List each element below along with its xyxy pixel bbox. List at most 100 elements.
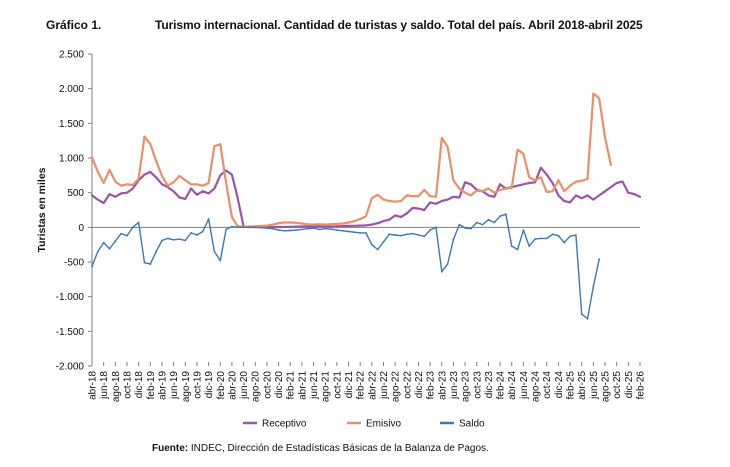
data-point-saldo bbox=[231, 225, 233, 228]
data-point-saldo bbox=[423, 235, 426, 238]
data-point-saldo bbox=[370, 243, 373, 246]
data-point-emisivo bbox=[283, 221, 286, 224]
data-point-receptivo bbox=[341, 225, 344, 228]
data-point-saldo bbox=[505, 213, 507, 216]
data-point-saldo bbox=[516, 248, 519, 251]
data-point-saldo bbox=[458, 223, 461, 226]
data-point-receptivo bbox=[155, 176, 158, 179]
data-point-saldo bbox=[166, 237, 169, 240]
data-point-receptivo bbox=[423, 209, 426, 211]
data-point-saldo bbox=[201, 230, 204, 233]
data-point-emisivo bbox=[417, 195, 420, 198]
x-tick-label: feb-24 bbox=[496, 371, 507, 400]
x-tick-label: oct-23 bbox=[472, 371, 483, 399]
x-tick-label: abr-21 bbox=[297, 371, 308, 400]
x-tick-label: ago-22 bbox=[391, 371, 402, 403]
data-point-emisivo bbox=[487, 187, 490, 190]
data-point-saldo bbox=[196, 234, 198, 236]
y-tick-label: -2.000 bbox=[56, 362, 85, 373]
y-axis-label: Turistas en miles bbox=[36, 167, 48, 252]
data-point-receptivo bbox=[336, 225, 338, 228]
data-point-saldo bbox=[563, 241, 566, 244]
data-point-saldo bbox=[540, 237, 542, 240]
data-point-receptivo bbox=[96, 198, 99, 201]
x-tick-label: ago-24 bbox=[531, 371, 542, 403]
data-point-receptivo bbox=[120, 192, 122, 195]
data-point-saldo bbox=[545, 237, 548, 240]
data-point-emisivo bbox=[295, 221, 297, 224]
data-point-saldo bbox=[388, 233, 391, 236]
data-point-saldo bbox=[120, 232, 122, 235]
data-point-emisivo bbox=[452, 179, 455, 182]
data-point-saldo bbox=[470, 227, 472, 230]
data-point-receptivo bbox=[347, 225, 350, 227]
data-point-emisivo bbox=[341, 222, 344, 225]
data-point-saldo bbox=[271, 227, 274, 230]
data-point-emisivo bbox=[464, 191, 466, 194]
data-point-emisivo bbox=[528, 176, 531, 179]
data-point-receptivo bbox=[283, 226, 286, 228]
x-tick-label: oct-24 bbox=[542, 371, 553, 399]
data-point-saldo bbox=[219, 259, 222, 262]
data-point-emisivo bbox=[96, 171, 99, 173]
data-point-receptivo bbox=[621, 180, 624, 183]
data-point-emisivo bbox=[499, 189, 501, 191]
data-point-emisivo bbox=[126, 183, 128, 186]
source-text: INDEC, Dirección de Estadísticas Básicas… bbox=[190, 443, 489, 454]
data-point-emisivo bbox=[353, 220, 356, 223]
x-tick-label: dic-22 bbox=[414, 371, 425, 399]
data-point-emisivo bbox=[137, 177, 140, 180]
data-point-saldo bbox=[242, 226, 245, 229]
data-point-emisivo bbox=[184, 179, 187, 182]
data-point-emisivo bbox=[580, 180, 583, 182]
data-point-emisivo bbox=[166, 184, 169, 187]
data-point-saldo bbox=[149, 263, 152, 265]
data-point-saldo bbox=[446, 263, 449, 265]
data-point-saldo bbox=[248, 226, 251, 229]
data-point-saldo bbox=[586, 318, 589, 320]
data-point-saldo bbox=[289, 229, 292, 232]
data-point-receptivo bbox=[172, 190, 175, 193]
data-point-emisivo bbox=[120, 184, 122, 187]
x-tick-label: jun-25 bbox=[589, 371, 600, 400]
data-point-saldo bbox=[260, 226, 262, 229]
x-tick-label: abr-25 bbox=[577, 371, 588, 400]
data-point-emisivo bbox=[161, 175, 163, 177]
x-tick-label: abr-22 bbox=[367, 371, 378, 400]
data-point-receptivo bbox=[324, 225, 327, 228]
x-tick-label: dic-19 bbox=[204, 371, 215, 399]
data-point-saldo bbox=[161, 239, 163, 242]
data-point-receptivo bbox=[225, 169, 228, 172]
data-point-receptivo bbox=[400, 216, 402, 218]
data-point-receptivo bbox=[452, 195, 455, 198]
series-line-emisivo bbox=[90, 92, 613, 228]
data-point-emisivo bbox=[446, 146, 449, 148]
data-point-receptivo bbox=[470, 183, 472, 186]
data-point-saldo bbox=[522, 229, 525, 232]
y-tick-label: 1.500 bbox=[59, 119, 84, 130]
data-point-saldo bbox=[172, 238, 175, 241]
data-point-emisivo bbox=[382, 198, 385, 201]
data-point-emisivo bbox=[475, 189, 478, 192]
data-point-receptivo bbox=[528, 182, 531, 184]
data-point-emisivo bbox=[213, 145, 216, 148]
data-point-receptivo bbox=[540, 166, 542, 169]
data-point-emisivo bbox=[114, 180, 117, 183]
data-point-receptivo bbox=[219, 174, 222, 177]
data-point-saldo bbox=[580, 313, 583, 315]
x-tick-label: ago-20 bbox=[251, 371, 262, 403]
x-tick-label: jun-21 bbox=[309, 371, 320, 400]
x-tick-label: dic-18 bbox=[134, 371, 145, 399]
data-point-receptivo bbox=[318, 225, 321, 228]
data-point-emisivo bbox=[510, 186, 513, 189]
data-point-saldo bbox=[306, 227, 309, 230]
x-tick-label: ago-19 bbox=[181, 371, 192, 403]
data-point-saldo bbox=[435, 226, 437, 229]
data-point-receptivo bbox=[102, 202, 105, 205]
data-point-saldo bbox=[301, 228, 303, 231]
data-point-emisivo bbox=[610, 164, 612, 166]
data-point-receptivo bbox=[417, 207, 420, 210]
data-point-emisivo bbox=[423, 189, 426, 191]
data-point-receptivo bbox=[161, 183, 163, 186]
data-point-saldo bbox=[155, 250, 158, 253]
